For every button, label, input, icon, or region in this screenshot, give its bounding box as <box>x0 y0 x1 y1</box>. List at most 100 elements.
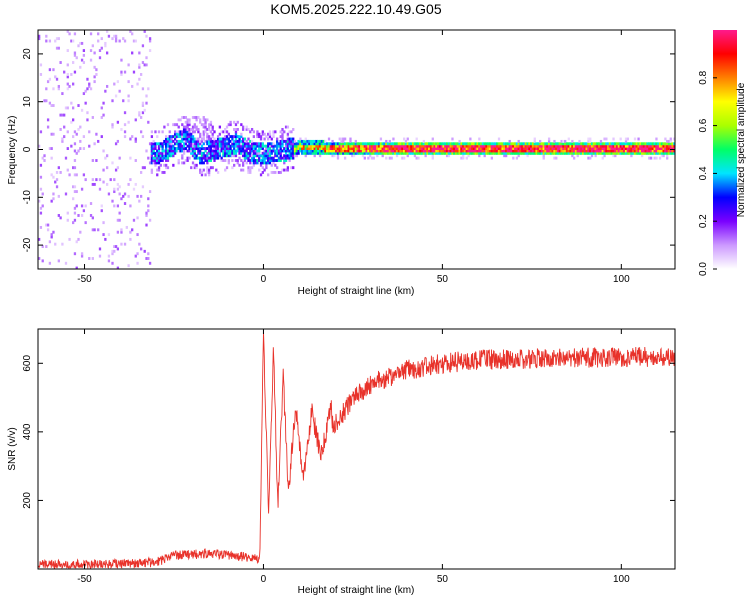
heatmap-cell <box>91 178 94 182</box>
heatmap-cell <box>91 159 94 162</box>
heatmap-cell <box>592 144 595 148</box>
heatmap-cell <box>116 218 120 222</box>
heatmap-cell <box>82 92 86 96</box>
heatmap-cell <box>318 147 322 150</box>
heatmap-cell <box>93 51 96 55</box>
heatmap-cell <box>279 130 282 134</box>
heatmap-cell <box>224 130 227 134</box>
heatmap-cell <box>263 159 266 162</box>
heatmap-cell <box>281 142 284 146</box>
heatmap-cell <box>422 151 425 155</box>
heatmap-cell <box>218 154 222 158</box>
heatmap-cell <box>499 149 502 153</box>
heatmap-cell <box>152 159 155 162</box>
heatmap-cell <box>191 154 195 158</box>
heatmap-cell <box>623 142 626 146</box>
heatmap-cell <box>186 159 189 162</box>
heatmap-cell <box>660 144 663 148</box>
heatmap-cell <box>73 173 77 177</box>
heatmap-cell <box>603 154 606 158</box>
heatmap-cell <box>462 142 465 146</box>
heatmap-cell <box>77 127 80 131</box>
heatmap-cell <box>206 156 209 160</box>
heatmap-cell <box>317 139 320 143</box>
heatmap-cell <box>100 46 103 50</box>
heatmap-cell <box>628 144 631 148</box>
heatmap-cell <box>77 44 80 48</box>
heatmap-cell <box>207 147 211 150</box>
heatmap-cell <box>420 149 424 153</box>
heatmap-cell <box>564 151 567 155</box>
heatmap-cell <box>72 221 75 225</box>
heatmap-cell <box>66 82 69 86</box>
heatmap-cell <box>463 149 467 153</box>
heatmap-cell <box>157 130 161 134</box>
heatmap-cell <box>558 149 561 153</box>
heatmap-cell <box>206 151 209 155</box>
heatmap-cell <box>356 144 359 148</box>
heatmap-cell <box>252 142 256 146</box>
heatmap-cell <box>406 151 409 155</box>
heatmap-cell <box>89 214 93 217</box>
heatmap-cell <box>551 142 554 146</box>
heatmap-cell <box>449 147 452 150</box>
heatmap-cell <box>207 168 211 172</box>
heatmap-cell <box>73 70 77 74</box>
heatmap-cell <box>512 151 515 155</box>
heatmap-cell <box>560 144 563 148</box>
heatmap-cell <box>657 151 660 155</box>
heatmap-cell <box>116 120 120 124</box>
heatmap-cell <box>66 218 69 222</box>
heatmap-cell <box>497 147 501 150</box>
heatmap-cell <box>182 151 186 155</box>
heatmap-cell <box>231 135 234 139</box>
heatmap-cell <box>168 139 171 143</box>
heatmap-cell <box>123 135 127 139</box>
heatmap-cell <box>258 147 261 150</box>
heatmap-cell <box>215 139 218 143</box>
heatmap-cell <box>311 142 315 146</box>
heatmap-cell <box>55 46 59 50</box>
heatmap-cell <box>345 149 349 153</box>
heatmap-cell <box>268 142 272 146</box>
heatmap-cell <box>637 151 640 155</box>
heatmap-cell <box>236 142 239 146</box>
heatmap-cell <box>390 149 393 153</box>
heatmap-cell <box>404 147 408 150</box>
heatmap-cell <box>342 151 345 155</box>
heatmap-cell <box>567 144 570 148</box>
heatmap-cell <box>175 149 179 153</box>
heatmap-cell <box>376 144 379 148</box>
heatmap-cell <box>127 63 130 67</box>
heatmap-cell <box>369 147 372 150</box>
heatmap-cell <box>138 51 141 55</box>
heatmap-cell <box>281 135 284 139</box>
heatmap-cell <box>553 156 556 160</box>
heatmap-cell <box>179 132 182 136</box>
heatmap-cell <box>274 130 277 134</box>
heatmap-cell <box>492 147 495 150</box>
heatmap-cell <box>267 137 270 141</box>
heatmap-cell <box>474 142 477 146</box>
heatmap-cell <box>569 142 572 146</box>
heatmap-cell <box>555 142 558 146</box>
heatmap-cell <box>61 113 64 117</box>
heatmap-cell <box>66 49 69 53</box>
heatmap-cell <box>77 149 80 153</box>
heatmap-cell <box>501 151 504 155</box>
heatmap-cell <box>113 187 116 191</box>
heatmap-cell <box>531 149 535 153</box>
heatmap-cell <box>612 151 615 155</box>
heatmap-cell <box>216 171 220 174</box>
heatmap-cell <box>209 137 213 141</box>
heatmap-cell <box>379 149 383 153</box>
heatmap-cell <box>86 77 89 81</box>
heatmap-cell <box>533 144 536 148</box>
heatmap-cell <box>424 149 427 153</box>
heatmap-cell <box>369 142 372 146</box>
heatmap-cell <box>449 151 452 155</box>
heatmap-cell <box>154 154 157 158</box>
heatmap-cell <box>224 139 227 143</box>
heatmap-cell <box>236 147 239 150</box>
